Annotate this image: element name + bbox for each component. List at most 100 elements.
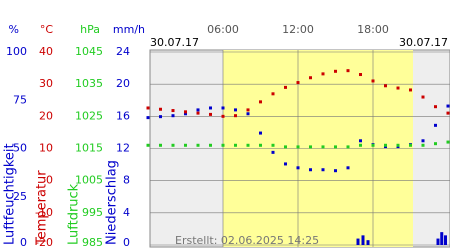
axis-title: Luftfeuchtigkeit bbox=[3, 143, 18, 245]
precip-bar bbox=[366, 240, 370, 245]
data-point bbox=[421, 95, 425, 99]
y-tick-label: 10 bbox=[39, 142, 53, 155]
data-point bbox=[196, 111, 200, 115]
data-point bbox=[434, 105, 437, 109]
data-point bbox=[209, 112, 212, 116]
data-point bbox=[396, 86, 400, 90]
axis-title: Niederschlag bbox=[105, 160, 120, 245]
data-point bbox=[234, 108, 237, 112]
unit-label: % bbox=[9, 23, 19, 36]
x-tick-label: 06:00 bbox=[207, 23, 239, 36]
data-point bbox=[296, 145, 300, 149]
y-tick-label: 1045 bbox=[75, 45, 103, 58]
data-point bbox=[309, 76, 312, 80]
unit-label: hPa bbox=[80, 23, 100, 36]
data-point bbox=[209, 143, 212, 147]
y-tick-label: 30 bbox=[39, 77, 53, 90]
axis-title: Luftdruck bbox=[67, 183, 82, 245]
data-point bbox=[359, 139, 362, 143]
y-tick-label: 25 bbox=[13, 190, 27, 203]
data-point bbox=[271, 143, 275, 147]
data-point bbox=[159, 115, 162, 119]
date-end: 30.07.17 bbox=[399, 36, 448, 49]
precip-bar bbox=[436, 238, 440, 245]
data-point bbox=[334, 69, 337, 73]
data-point bbox=[184, 112, 187, 116]
data-point bbox=[196, 108, 200, 112]
data-point bbox=[334, 169, 337, 173]
unit-label: °C bbox=[40, 23, 54, 36]
data-point bbox=[246, 112, 250, 116]
data-point bbox=[171, 114, 175, 118]
data-point bbox=[209, 106, 212, 110]
data-point bbox=[184, 143, 187, 147]
y-tick-label: -10 bbox=[35, 206, 53, 219]
y-tick-label: 4 bbox=[123, 206, 130, 219]
data-point bbox=[334, 145, 337, 149]
y-tick-label: 12 bbox=[116, 142, 130, 155]
y-tick-label: -20 bbox=[35, 236, 53, 249]
y-tick-label: 995 bbox=[82, 206, 103, 219]
x-tick-label: 18:00 bbox=[357, 23, 389, 36]
data-point bbox=[421, 139, 425, 143]
data-point bbox=[321, 168, 325, 172]
y-tick-label: 1005 bbox=[75, 174, 103, 187]
data-point bbox=[184, 110, 187, 114]
y-tick-label: 0 bbox=[20, 236, 27, 249]
y-tick-label: 0 bbox=[123, 236, 130, 249]
data-point bbox=[246, 108, 250, 112]
data-point bbox=[396, 143, 400, 147]
y-tick-label: 1035 bbox=[75, 77, 103, 90]
data-point bbox=[359, 73, 362, 77]
data-point bbox=[221, 114, 225, 118]
data-point bbox=[434, 142, 437, 146]
data-point bbox=[309, 168, 312, 172]
y-tick-label: 40 bbox=[39, 45, 53, 58]
data-point bbox=[446, 104, 450, 108]
data-point bbox=[346, 166, 350, 170]
data-point bbox=[384, 84, 387, 88]
data-point bbox=[371, 143, 375, 147]
data-point bbox=[259, 143, 262, 147]
y-tick-label: 985 bbox=[82, 236, 103, 249]
data-point bbox=[409, 88, 412, 92]
footer: Erstellt: 02.06.2025 14:25 bbox=[175, 234, 319, 247]
data-point bbox=[171, 109, 175, 113]
y-tick-label: 1025 bbox=[75, 109, 103, 122]
axis-title: Temperatur bbox=[35, 170, 50, 246]
y-tick-label: 20 bbox=[39, 109, 53, 122]
data-point bbox=[146, 143, 150, 147]
data-point bbox=[159, 107, 162, 111]
y-tick-label: 16 bbox=[116, 109, 130, 122]
data-point bbox=[296, 166, 300, 170]
y-tick-label: 75 bbox=[13, 93, 27, 106]
data-point bbox=[284, 162, 287, 166]
data-point bbox=[146, 116, 150, 120]
data-point bbox=[359, 143, 362, 147]
data-point bbox=[421, 143, 425, 147]
x-tick-label: 12:00 bbox=[282, 23, 314, 36]
precip-bar bbox=[356, 238, 360, 245]
precip-bar bbox=[444, 235, 447, 245]
data-point bbox=[259, 100, 262, 104]
data-point bbox=[321, 72, 325, 76]
data-point bbox=[346, 69, 350, 73]
data-point bbox=[259, 131, 262, 135]
data-point bbox=[221, 143, 225, 147]
y-tick-label: 20 bbox=[116, 77, 130, 90]
data-point bbox=[346, 145, 350, 149]
data-point bbox=[296, 81, 300, 85]
data-point bbox=[146, 106, 150, 110]
data-point bbox=[434, 123, 437, 127]
data-point bbox=[409, 143, 412, 147]
data-point bbox=[171, 143, 175, 147]
data-point bbox=[234, 114, 237, 118]
data-point bbox=[234, 143, 237, 147]
data-point bbox=[159, 143, 162, 147]
plot-layer bbox=[146, 49, 450, 248]
data-point bbox=[371, 79, 375, 83]
data-point bbox=[246, 143, 250, 147]
unit-label: mm/h bbox=[113, 23, 145, 36]
precip-bar bbox=[440, 232, 444, 245]
